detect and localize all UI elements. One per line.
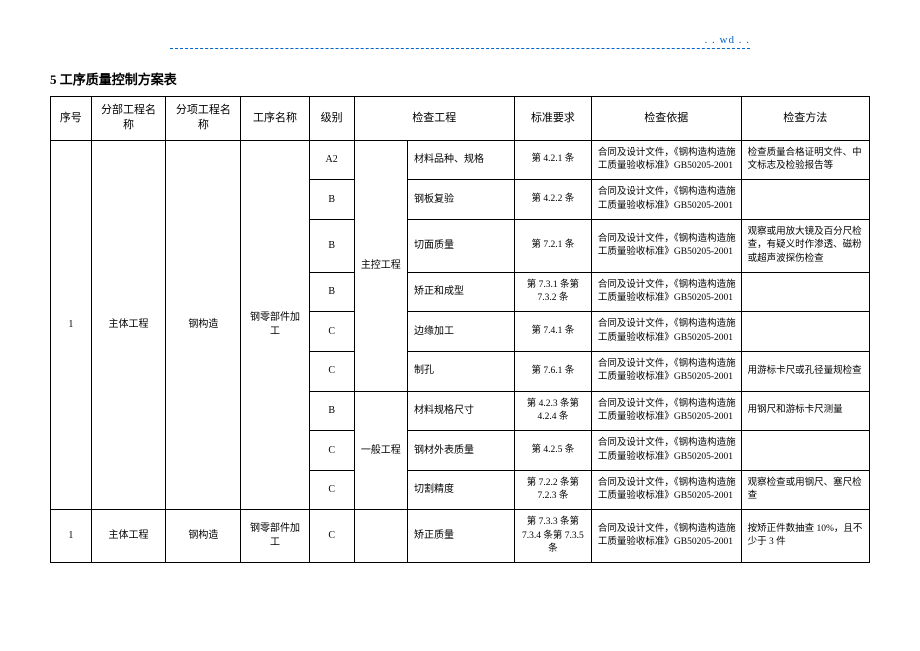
th-check-method: 检查方法 bbox=[741, 97, 869, 141]
cell-std-req: 第 7.3.1 条第 7.3.2 条 bbox=[514, 272, 591, 312]
cell-seq: 1 bbox=[51, 140, 92, 510]
cell-subpart: 主体工程 bbox=[91, 510, 166, 563]
cell-check-basis: 合同及设计文件，《钢构造构造施工质量验收标准》GB50205-2001 bbox=[591, 352, 741, 392]
cell-check-proj: 矫正质量 bbox=[408, 510, 515, 563]
cell-level: B bbox=[309, 219, 354, 272]
cell-check-basis: 合同及设计文件，《钢构造构造施工质量验收标准》GB50205-2001 bbox=[591, 391, 741, 431]
cell-check-proj: 边缘加工 bbox=[408, 312, 515, 352]
cell-check-method: 用游标卡尺或孔径量规检查 bbox=[741, 352, 869, 392]
table-row: 1 主体工程 钢构造 钢零部件加工 A2 主控工程 材料品种、规格 第 4.2.… bbox=[51, 140, 870, 180]
cell-check-proj: 材料规格尺寸 bbox=[408, 391, 515, 431]
cell-check-basis: 合同及设计文件，《钢构造构造施工质量验收标准》GB50205-2001 bbox=[591, 312, 741, 352]
cell-check-method: 用钢尺和游标卡尺测量 bbox=[741, 391, 869, 431]
cell-std-req: 第 7.3.3 条第 7.3.4 条第 7.3.5 条 bbox=[514, 510, 591, 563]
header-link-text: . . wd . . bbox=[170, 34, 750, 49]
cell-std-req: 第 4.2.1 条 bbox=[514, 140, 591, 180]
cell-category: 主控工程 bbox=[354, 140, 407, 391]
header-link: . . wd . . bbox=[50, 30, 870, 49]
th-seq: 序号 bbox=[51, 97, 92, 141]
cell-check-method bbox=[741, 431, 869, 471]
cell-level: C bbox=[309, 470, 354, 510]
th-check-proj: 检查工程 bbox=[354, 97, 514, 141]
cell-check-proj: 钢板复验 bbox=[408, 180, 515, 220]
cell-subitem: 钢构造 bbox=[166, 140, 241, 510]
cell-std-req: 第 7.2.2 条第 7.2.3 条 bbox=[514, 470, 591, 510]
cell-level: C bbox=[309, 312, 354, 352]
cell-category bbox=[354, 510, 407, 563]
cell-level: B bbox=[309, 272, 354, 312]
cell-std-req: 第 7.4.1 条 bbox=[514, 312, 591, 352]
cell-subpart: 主体工程 bbox=[91, 140, 166, 510]
cell-subitem: 钢构造 bbox=[166, 510, 241, 563]
table-header-row: 序号 分部工程名称 分项工程名称 工序名称 级别 检查工程 标准要求 检查依据 … bbox=[51, 97, 870, 141]
cell-std-req: 第 7.6.1 条 bbox=[514, 352, 591, 392]
cell-check-basis: 合同及设计文件，《钢构造构造施工质量验收标准》GB50205-2001 bbox=[591, 180, 741, 220]
cell-check-method: 检查质量合格证明文件、中文标志及检验报告等 bbox=[741, 140, 869, 180]
cell-level: B bbox=[309, 180, 354, 220]
th-level: 级别 bbox=[309, 97, 354, 141]
th-check-basis: 检查依据 bbox=[591, 97, 741, 141]
cell-std-req: 第 4.2.3 条第 4.2.4 条 bbox=[514, 391, 591, 431]
cell-check-method: 观察检查或用钢尺、塞尺检查 bbox=[741, 470, 869, 510]
cell-check-basis: 合同及设计文件，《钢构造构造施工质量验收标准》GB50205-2001 bbox=[591, 272, 741, 312]
cell-level: C bbox=[309, 431, 354, 471]
th-subitem: 分项工程名称 bbox=[166, 97, 241, 141]
cell-check-method: 观察或用放大镜及百分尺检查，有疑义时作渗透、磁粉或超声波探伤检查 bbox=[741, 219, 869, 272]
cell-std-req: 第 4.2.5 条 bbox=[514, 431, 591, 471]
table-row: 1 主体工程 钢构造 钢零部件加工 C 矫正质量 第 7.3.3 条第 7.3.… bbox=[51, 510, 870, 563]
cell-seq: 1 bbox=[51, 510, 92, 563]
cell-level: B bbox=[309, 391, 354, 431]
cell-check-basis: 合同及设计文件，《钢构造构造施工质量验收标准》GB50205-2001 bbox=[591, 470, 741, 510]
cell-std-req: 第 4.2.2 条 bbox=[514, 180, 591, 220]
cell-process: 钢零部件加工 bbox=[241, 510, 309, 563]
cell-level: C bbox=[309, 352, 354, 392]
cell-category: 一般工程 bbox=[354, 391, 407, 510]
cell-level: A2 bbox=[309, 140, 354, 180]
cell-process: 钢零部件加工 bbox=[241, 140, 309, 510]
cell-check-proj: 切割精度 bbox=[408, 470, 515, 510]
cell-std-req: 第 7.2.1 条 bbox=[514, 219, 591, 272]
cell-check-method bbox=[741, 312, 869, 352]
cell-check-proj: 钢材外表质量 bbox=[408, 431, 515, 471]
cell-check-method: 按矫正件数抽查 10%，且不少于 3 件 bbox=[741, 510, 869, 563]
cell-check-proj: 制孔 bbox=[408, 352, 515, 392]
th-std-req: 标准要求 bbox=[514, 97, 591, 141]
cell-level: C bbox=[309, 510, 354, 563]
th-process: 工序名称 bbox=[241, 97, 309, 141]
section-title: 5 工序质量控制方案表 bbox=[50, 69, 870, 88]
quality-control-table: 序号 分部工程名称 分项工程名称 工序名称 级别 检查工程 标准要求 检查依据 … bbox=[50, 96, 870, 563]
cell-check-proj: 切面质量 bbox=[408, 219, 515, 272]
cell-check-basis: 合同及设计文件，《钢构造构造施工质量验收标准》GB50205-2001 bbox=[591, 140, 741, 180]
cell-check-method bbox=[741, 180, 869, 220]
cell-check-proj: 材料品种、规格 bbox=[408, 140, 515, 180]
cell-check-basis: 合同及设计文件，《钢构造构造施工质量验收标准》GB50205-2001 bbox=[591, 431, 741, 471]
th-subpart: 分部工程名称 bbox=[91, 97, 166, 141]
cell-check-method bbox=[741, 272, 869, 312]
cell-check-basis: 合同及设计文件，《钢构造构造施工质量验收标准》GB50205-2001 bbox=[591, 510, 741, 563]
cell-check-proj: 矫正和成型 bbox=[408, 272, 515, 312]
cell-check-basis: 合同及设计文件，《钢构造构造施工质量验收标准》GB50205-2001 bbox=[591, 219, 741, 272]
